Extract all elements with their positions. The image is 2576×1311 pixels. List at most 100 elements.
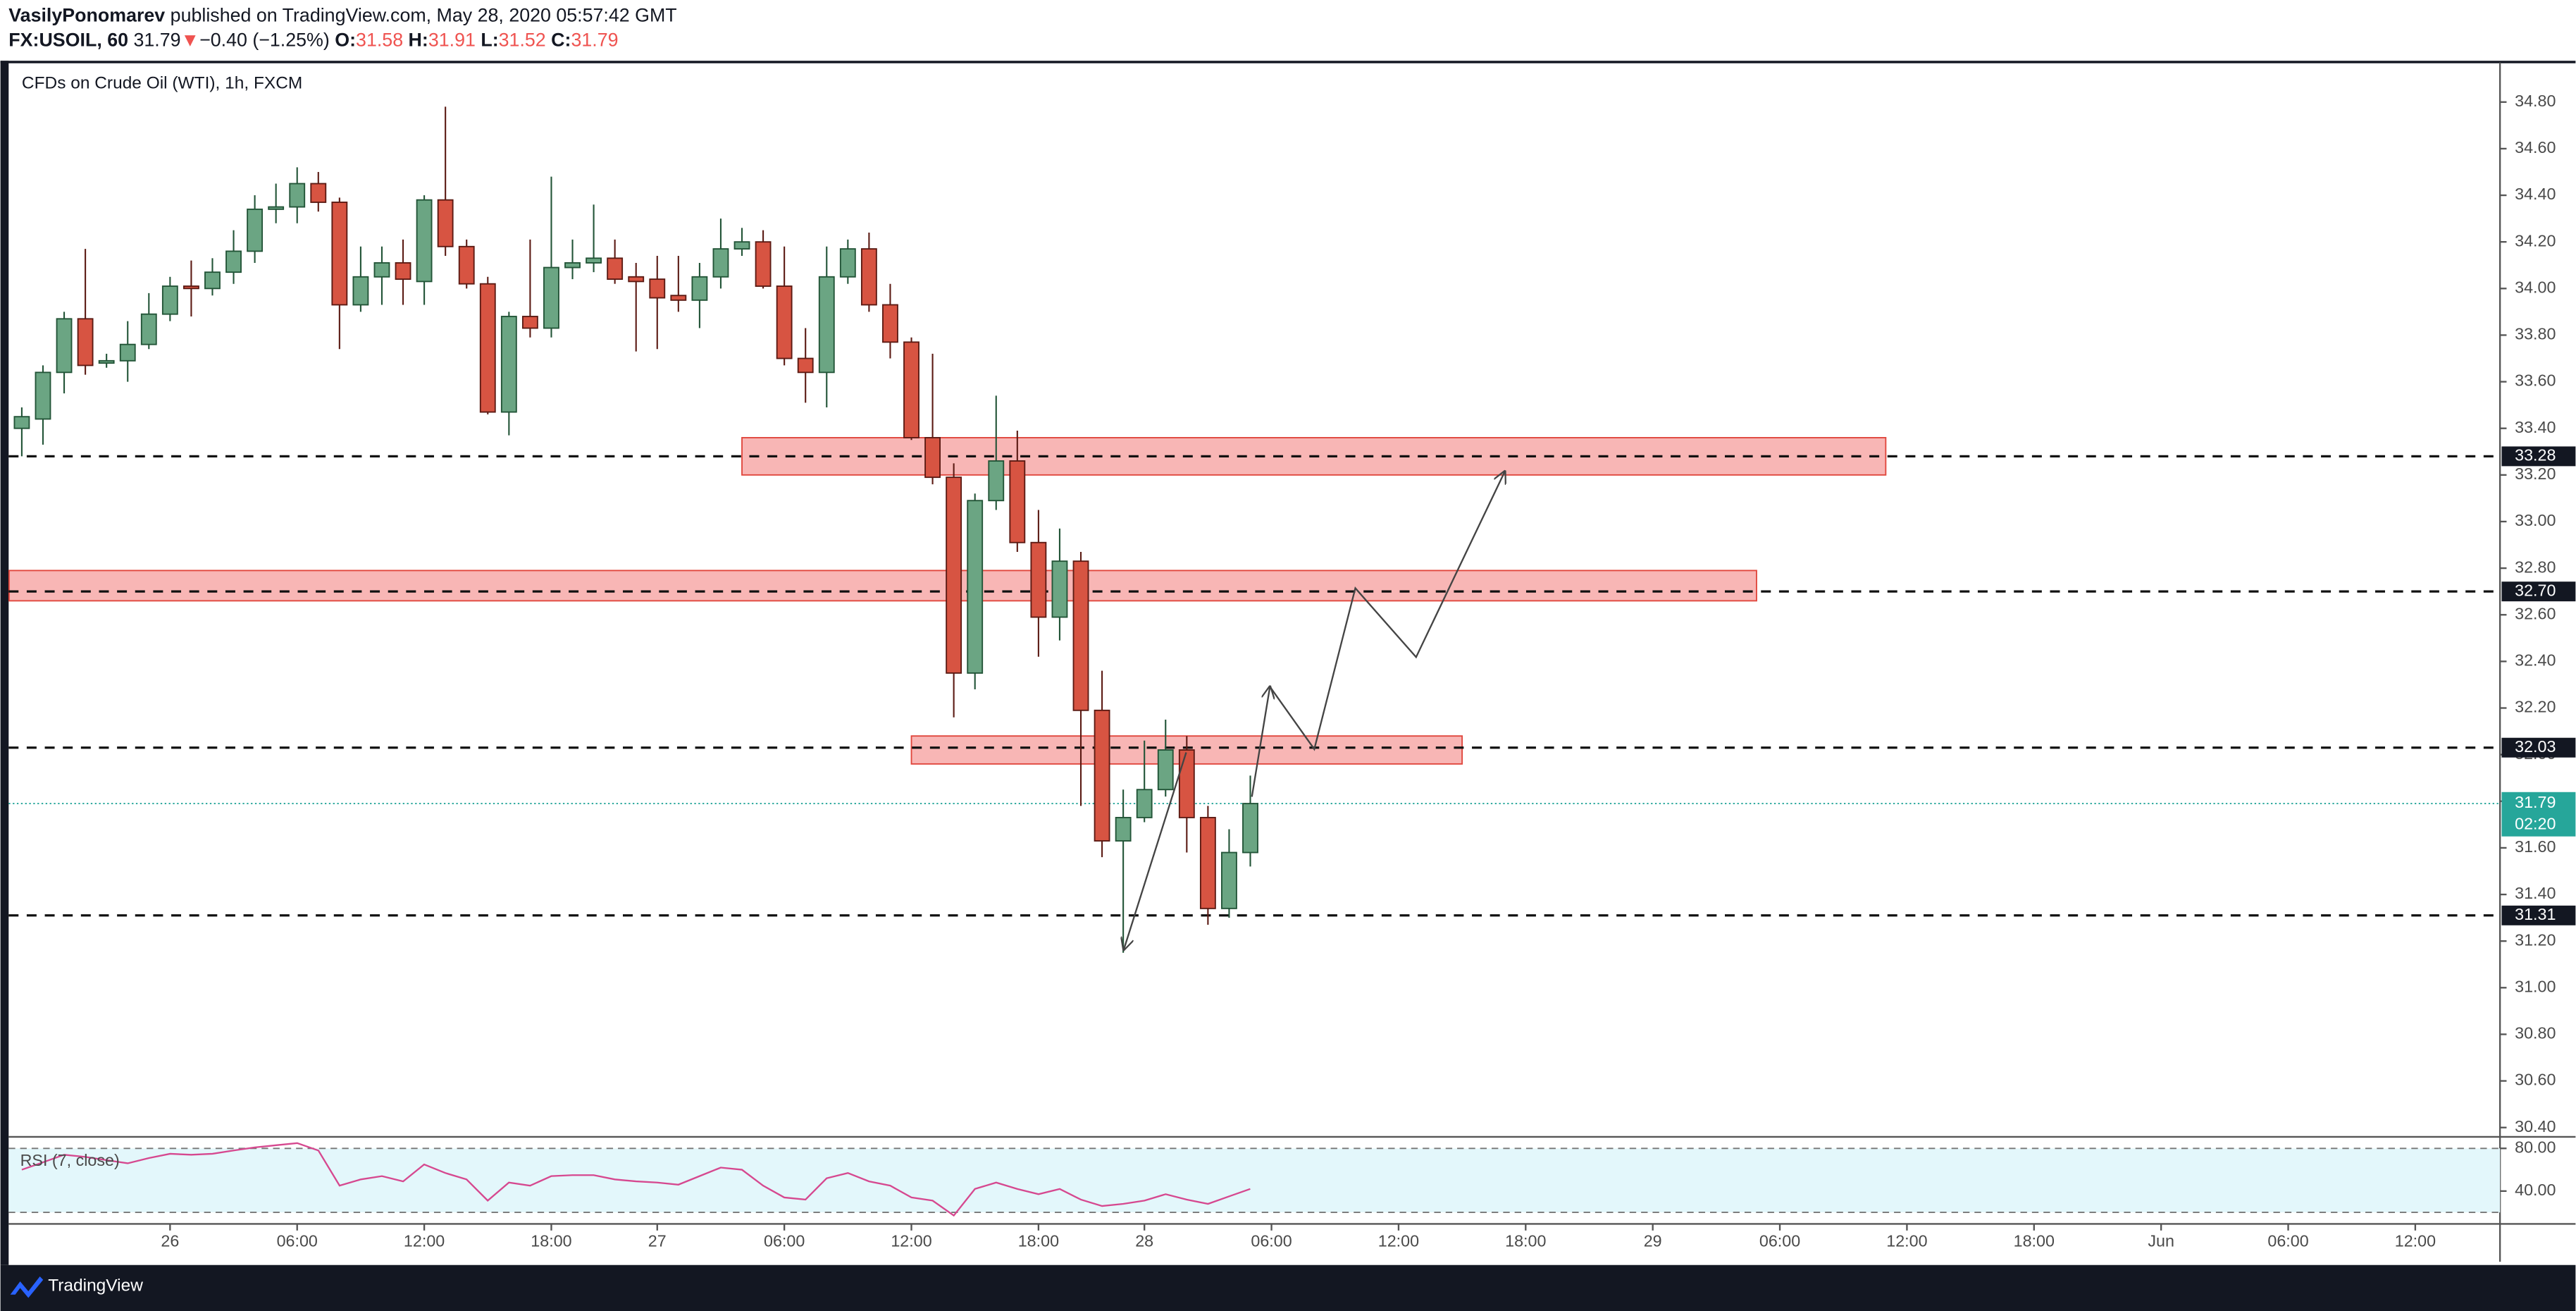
rsi-band: [8, 1148, 2501, 1213]
candle-body: [182, 285, 199, 290]
candle-body: [797, 357, 814, 374]
candle-body: [1199, 816, 1216, 909]
candle-body: [204, 271, 221, 290]
change: −0.40 (−1.25%): [199, 29, 330, 50]
candle-body: [691, 276, 708, 301]
ohlc-value: 31.52: [499, 29, 546, 50]
candle-body: [416, 199, 433, 283]
ohlc-label: O:: [335, 29, 356, 50]
rsi-line: [21, 1142, 1251, 1217]
candle-body: [946, 476, 962, 674]
author: VasilyPonomarev: [8, 4, 165, 25]
y-tick-label: 32.40: [2515, 651, 2556, 670]
last-price-box: [2501, 792, 2576, 837]
candle-body: [903, 341, 919, 438]
change-arrow: ▼: [181, 29, 200, 50]
footer-bar: [0, 1264, 2576, 1311]
ohlc-value: 31.58: [356, 29, 403, 50]
candle-body: [77, 318, 94, 367]
ohlc-label: C:: [551, 29, 571, 50]
candle-body: [310, 183, 327, 203]
x-tick-label: 06:00: [2267, 1231, 2308, 1250]
x-tick-label: 06:00: [277, 1231, 318, 1250]
x-tick-label: Jun: [2148, 1231, 2174, 1250]
y-tick-label: 31.60: [2515, 837, 2556, 856]
candle-body: [924, 437, 941, 479]
level-label: 32.03: [2515, 737, 2556, 756]
last-price-label: 31.79: [2515, 793, 2556, 811]
candle-body: [521, 316, 538, 329]
candle-body: [586, 257, 602, 264]
level-label-box: [2501, 581, 2576, 602]
y-tick-label: 33.00: [2515, 511, 2556, 529]
candle-body: [1072, 560, 1089, 711]
candle-body: [1221, 851, 1237, 909]
ohlc-label: H:: [409, 29, 428, 50]
level-label-box: [2501, 737, 2576, 758]
x-tick-label: 28: [1135, 1231, 1153, 1250]
candle-body: [882, 304, 898, 343]
footer-brand: TradingView: [48, 1276, 143, 1295]
chart-title: CFDs on Crude Oil (WTI), 1h, FXCM: [22, 73, 302, 92]
y-tick-label: 32.20: [2515, 698, 2556, 716]
y-tick-label: 33.80: [2515, 325, 2556, 343]
ohlc-label: L:: [481, 29, 498, 50]
rsi-tick-label: 80.00: [2515, 1138, 2556, 1156]
ohlc-value: 31.91: [428, 29, 476, 50]
candle-body: [1157, 749, 1174, 791]
candle-body: [712, 248, 729, 278]
candle-body: [56, 318, 73, 374]
candle-body: [1030, 541, 1047, 618]
candle-body: [1242, 803, 1258, 854]
y-tick-label: 31.00: [2515, 977, 2556, 995]
candle-body: [776, 285, 793, 359]
candle-body: [161, 285, 178, 315]
candle-body: [98, 359, 115, 364]
candle-body: [1094, 709, 1110, 842]
x-tick-label: 18:00: [1505, 1231, 1546, 1250]
header-line-1: VasilyPonomarev published on TradingView…: [8, 4, 676, 25]
y-tick-label: 33.60: [2515, 371, 2556, 390]
y-tick-label: 30.60: [2515, 1071, 2556, 1089]
y-tick-label: 32.80: [2515, 558, 2556, 576]
candle-body: [500, 316, 517, 413]
candle-body: [839, 248, 856, 278]
candle-body: [988, 460, 1005, 502]
x-tick-label: 12:00: [1886, 1231, 1927, 1250]
candle-body: [437, 199, 454, 247]
candle-body: [649, 278, 666, 299]
countdown: 02:20: [2515, 815, 2556, 833]
x-tick-label: 18:00: [1018, 1231, 1059, 1250]
frame-top: [0, 61, 2576, 63]
candle-body: [860, 248, 877, 306]
zone: [8, 570, 1757, 602]
x-tick-label: 06:00: [1251, 1231, 1292, 1250]
candle-body: [543, 266, 559, 329]
y-tick-label: 32.60: [2515, 604, 2556, 622]
drawing-arrow: [1124, 752, 1187, 950]
candle-body: [247, 208, 264, 252]
x-tick-label: 12:00: [404, 1231, 445, 1250]
y-tick-label: 34.60: [2515, 138, 2556, 156]
candle-body: [458, 245, 475, 285]
x-tick-label: 27: [648, 1231, 667, 1250]
rsi-tick-label: 40.00: [2515, 1181, 2556, 1199]
candle-body: [119, 343, 136, 362]
x-tick-label: 18:00: [2014, 1231, 2055, 1250]
symbol: FX:USOIL, 60: [8, 29, 128, 50]
candle-body: [1009, 460, 1026, 543]
candle-body: [35, 371, 51, 420]
frame-left: [0, 61, 9, 1265]
y-tick-label: 33.40: [2515, 418, 2556, 436]
x-tick-label: 12:00: [1378, 1231, 1419, 1250]
candle-body: [818, 276, 835, 374]
candle-body: [564, 262, 581, 269]
level-label: 33.28: [2515, 446, 2556, 464]
candle-body: [331, 202, 348, 306]
published: published on TradingView.com, May 28, 20…: [171, 4, 677, 25]
y-tick-label: 34.80: [2515, 92, 2556, 110]
candle-body: [1136, 789, 1153, 818]
y-tick-label: 33.20: [2515, 464, 2556, 483]
rsi-title: RSI (7, close): [20, 1151, 120, 1169]
